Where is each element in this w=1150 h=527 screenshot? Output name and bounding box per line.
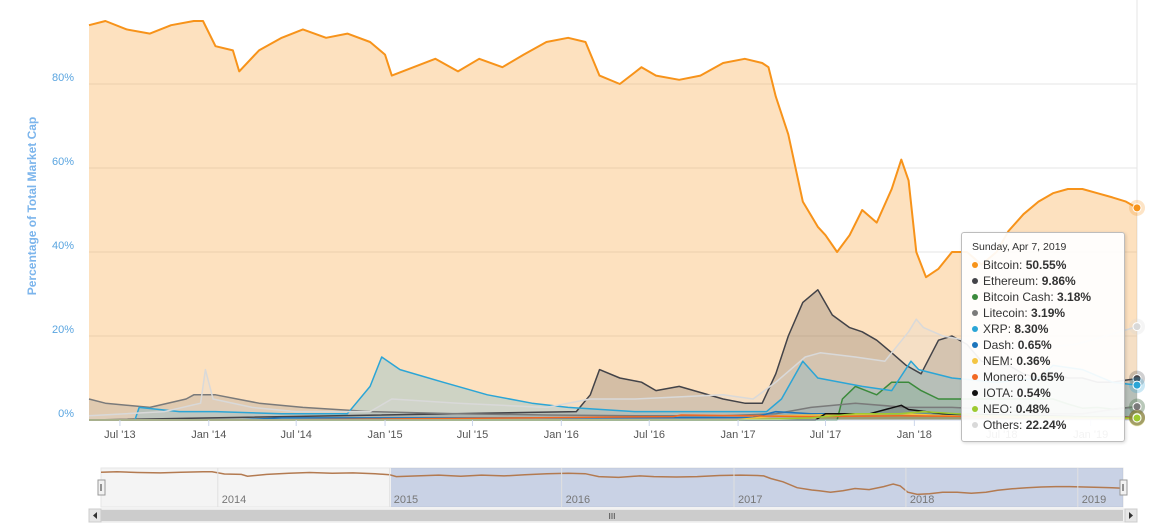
tooltip-series-value: 0.65% (1017, 338, 1052, 352)
bitcoin-area (89, 21, 1137, 420)
scroll-right-button[interactable] (1124, 508, 1138, 523)
litecoin-hover-point[interactable] (1132, 402, 1142, 412)
tooltip-series-dot (972, 309, 978, 316)
hover-markers (1129, 199, 1145, 427)
tooltip-series-dot (972, 389, 978, 396)
navigator-year-label: 2019 (1082, 494, 1106, 506)
tooltip-series-dot (972, 341, 978, 348)
ethereum-area (89, 289, 1137, 420)
tooltip-series-name: Bitcoin Cash (983, 290, 1051, 304)
tooltip-series-value: 0.48% (1015, 402, 1050, 416)
tooltip-row: Litecoin: 3.19% (972, 305, 1114, 321)
bitcoin-hover-point[interactable] (1132, 203, 1142, 213)
x-tick-label: Jan '18 (897, 429, 932, 441)
tooltip-series-name: Dash (983, 338, 1012, 352)
tooltip-series-name: Monero (983, 370, 1024, 384)
tooltip-series-dot (972, 325, 978, 332)
tooltip-series-name: IOTA (983, 386, 1011, 400)
y-tick-label: 40% (52, 240, 74, 252)
scrollbar: III (88, 508, 1138, 523)
y-axis: 0% 20% 40% 60% 80% (52, 72, 74, 420)
navigator-year-label: 2015 (394, 494, 418, 506)
tooltip-row: Bitcoin Cash: 3.18% (972, 289, 1114, 305)
x-tick-label: Jan '15 (367, 429, 402, 441)
tooltip-series-dot (972, 293, 978, 300)
scroll-left-button[interactable] (88, 508, 102, 523)
tooltip-series-value: 0.65% (1030, 370, 1065, 384)
tooltip-row: NEO: 0.48% (972, 401, 1114, 417)
tooltip-series-name: Others (983, 418, 1020, 432)
tooltip-date: Sunday, Apr 7, 2019 (972, 241, 1067, 253)
navigator: 2014 2015 2016 2017 2018 2019 (97, 467, 1128, 508)
tooltip-row: Ethereum: 9.86% (972, 273, 1114, 289)
x-tick-label: Jan '14 (191, 429, 226, 441)
navigator-selected-range[interactable] (391, 468, 1123, 507)
tooltip-row: NEM: 0.36% (972, 353, 1114, 369)
tooltip-row: Dash: 0.65% (972, 337, 1114, 353)
others-hover-point[interactable] (1132, 322, 1142, 332)
xrp-hover-point[interactable] (1132, 380, 1142, 390)
x-tick-label: Jul '14 (280, 429, 311, 441)
y-tick-label: 80% (52, 72, 74, 84)
navigator-handle-left[interactable] (97, 479, 106, 496)
tooltip-row: XRP: 8.30% (972, 321, 1114, 337)
x-tick-label: Jul '16 (633, 429, 664, 441)
tooltip-series-dot (972, 277, 978, 284)
bitcoin-cash-area (89, 382, 1137, 420)
scrollbar-thumb[interactable] (101, 510, 1123, 521)
neo-hover-point[interactable] (1132, 413, 1142, 423)
tooltip-series-value: 3.18% (1057, 290, 1092, 304)
tooltip-series-value: 22.24% (1025, 418, 1067, 432)
tooltip-series-name: Bitcoin (983, 258, 1020, 272)
x-tick-label: Jul '13 (104, 429, 135, 441)
tooltip-series-dot (972, 373, 978, 380)
tooltip-series-value: 0.54% (1016, 386, 1051, 400)
tooltip-series-dot (972, 357, 978, 364)
tooltip-series-name: XRP (983, 322, 1008, 336)
x-tick-label: Jul '15 (457, 429, 488, 441)
x-tick-label: Jan '17 (721, 429, 756, 441)
navigator-series-line (100, 471, 1124, 496)
tooltip-series-value: 50.55% (1025, 258, 1067, 272)
navigator-year-label: 2017 (738, 494, 762, 506)
tooltip-series-name: NEO (983, 402, 1010, 416)
navigator-handle-right[interactable] (1119, 479, 1128, 496)
tooltip-row: Others: 22.24% (972, 417, 1114, 433)
tooltip-series-dot (972, 421, 978, 428)
x-axis: Jul '13 Jan '14 Jul '14 Jan '15 Jul '15 Jan '… (104, 420, 1108, 441)
tooltip-series-value: 3.19% (1031, 306, 1066, 320)
tooltip-row: Monero: 0.65% (972, 369, 1114, 385)
navigator-year-label: 2014 (222, 494, 246, 506)
y-tick-label: 0% (58, 408, 74, 420)
scrollbar-grip: III (609, 512, 616, 521)
others-line[interactable] (88, 318, 1138, 417)
y-tick-label: 20% (52, 324, 74, 336)
tooltip-row: Bitcoin: 50.55% (972, 257, 1114, 273)
navigator-year-label: 2018 (910, 494, 934, 506)
y-tick-label: 60% (52, 156, 74, 168)
tooltip-series-dot (972, 405, 978, 412)
tooltip-series-value: 9.86% (1041, 274, 1076, 288)
x-tick-label: Jan '16 (544, 429, 579, 441)
tooltip-series-name: Ethereum (983, 274, 1036, 288)
tooltip: Sunday, Apr 7, 2019 Bitcoin: 50.55% Ether… (961, 232, 1125, 442)
tooltip-series-dot (972, 261, 978, 268)
y-axis-title: Percentage of Total Market Cap (25, 117, 39, 296)
tooltip-series-name: NEM (983, 354, 1010, 368)
tooltip-series-value: 0.36% (1016, 354, 1051, 368)
tooltip-row: IOTA: 0.54% (972, 385, 1114, 401)
x-tick-label: Jul '17 (810, 429, 841, 441)
navigator-year-label: 2016 (566, 494, 590, 506)
tooltip-series-name: Litecoin (983, 306, 1025, 320)
tooltip-series-value: 8.30% (1014, 322, 1049, 336)
